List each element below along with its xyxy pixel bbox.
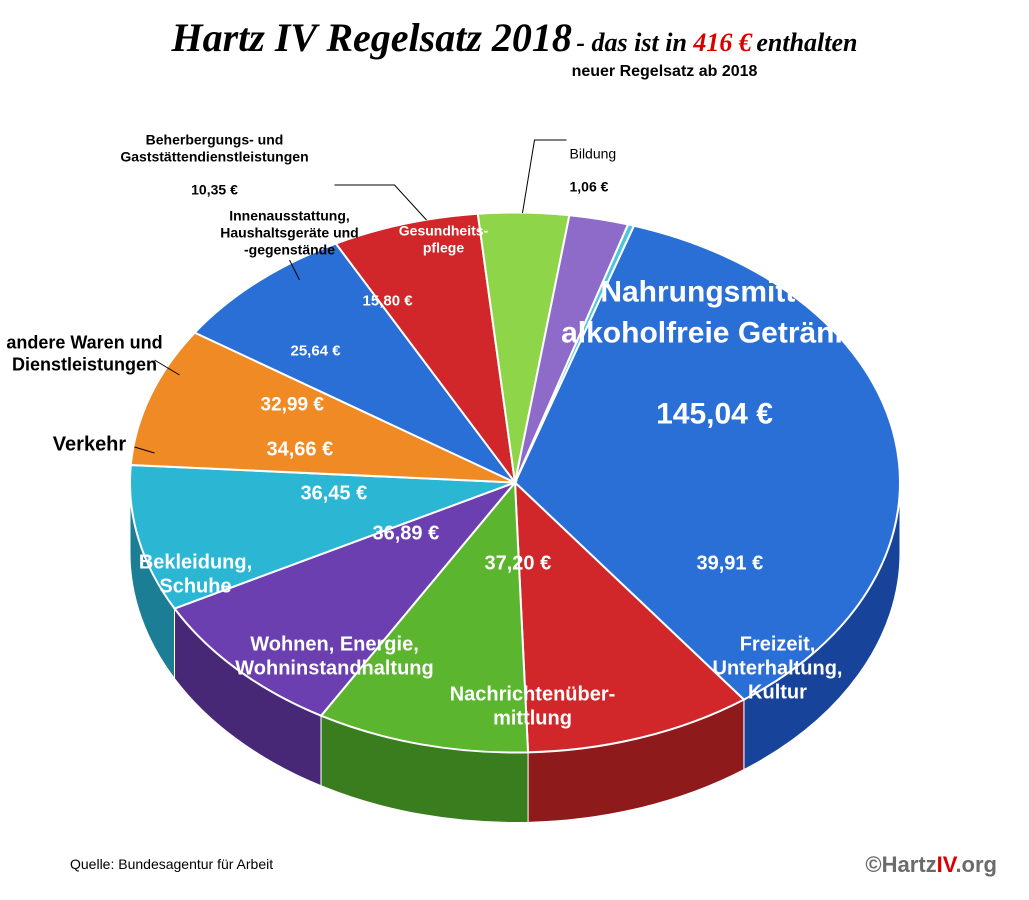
slice-value-clothing: 36,45 €	[301, 483, 368, 506]
slice-label-hospitality: Beherbergungs- und Gaststättendienstleis…	[85, 115, 345, 199]
slice-label-housing: Wohnen, Energie, Wohninstandhaltung	[205, 633, 465, 681]
chart-title-area: Hartz IV Regelsatz 2018 - das ist in 416…	[0, 14, 1029, 81]
title-sub-suffix: enthalten	[756, 28, 857, 57]
slice-label-telecom: Nachrichtenüber- mittlung	[423, 683, 643, 731]
slice-label-transport: Verkehr	[45, 433, 135, 457]
title-subtitle: neuer Regelsatz ab 2018	[0, 63, 1029, 81]
slice-value-furnishing: 25,64 €	[291, 343, 341, 361]
slice-value-leisure: 39,91 €	[697, 553, 764, 576]
slice-label-furnishing: Innenausstattung, Haushaltsgeräte und -g…	[195, 208, 385, 258]
slice-value-other: 32,99 €	[261, 395, 324, 417]
slice-label-health: Gesundheits- pflege	[379, 223, 509, 257]
title-main: Hartz IV Regelsatz 2018	[171, 15, 571, 60]
footer-copyright: ©HartzIV.org	[865, 852, 997, 878]
footer-source: Quelle: Bundesagentur für Arbeit	[70, 856, 273, 872]
slice-label-other: andere Waren und Dienstleistungen	[0, 333, 185, 376]
slice-label-leisure: Freizeit, Unterhaltung, Kultur	[693, 633, 863, 705]
slice-label-food: Nahrungsmittel, alkoholfreie Getränke 14…	[555, 273, 875, 435]
slice-value-health: 15,80 €	[363, 293, 413, 311]
slice-value-telecom: 37,20 €	[485, 553, 552, 576]
title-amount: 416 €	[693, 28, 752, 57]
slice-value-transport: 34,66 €	[267, 439, 334, 462]
pie-chart: Nahrungsmittel, alkoholfreie Getränke 14…	[95, 143, 935, 838]
slice-label-education: Bildung 1,06 €	[570, 129, 730, 196]
title-sub-prefix: das ist in	[592, 28, 694, 57]
title-sep: -	[576, 28, 591, 57]
slice-value-housing: 36,89 €	[373, 523, 440, 546]
slice-label-clothing: Bekleidung, Schuhe	[121, 551, 271, 599]
